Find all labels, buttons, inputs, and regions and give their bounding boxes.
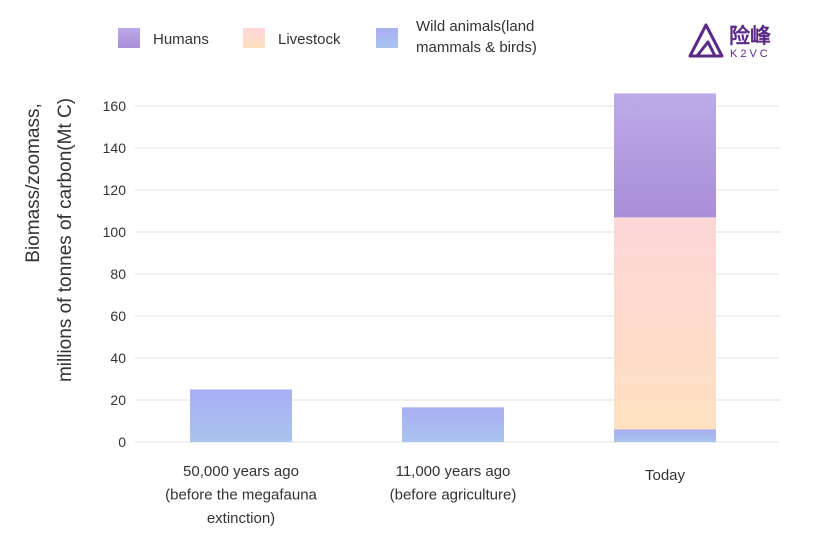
bar-wild-animals — [614, 429, 716, 442]
legend-livestock: Livestock — [243, 28, 341, 48]
bar-humans — [614, 93, 716, 218]
x-category-label: extinction) — [207, 510, 275, 527]
legend-swatch — [243, 28, 265, 48]
legend-wild-animals: Wild animals(land mammals & birds) — [376, 18, 537, 56]
y-tick-label: 0 — [118, 434, 126, 450]
legend-swatch — [118, 28, 140, 48]
bar-livestock — [614, 217, 716, 430]
y-tick-label: 100 — [103, 224, 127, 240]
legend: Humans Livestock Wild animals(land mammals … — [118, 18, 537, 56]
legend-humans: Humans — [118, 28, 209, 48]
x-category-label: Today — [645, 467, 686, 484]
legend-label: mammals & birds) — [416, 39, 537, 56]
logo-name-cn: 险峰 — [729, 24, 771, 48]
x-category-labels: 50,000 years ago (before the megafauna ext… — [165, 463, 685, 527]
y-tick-label: 140 — [103, 140, 127, 156]
y-tick-label: 60 — [110, 308, 126, 324]
legend-swatch — [376, 28, 398, 48]
y-tick-label: 40 — [110, 350, 126, 366]
y-axis-title-line-1: Biomass/zoomass, — [23, 103, 44, 262]
logo-name-en: K2VC — [730, 48, 771, 60]
y-tick-labels: 0 20 40 60 80 100 120 140 160 — [103, 98, 127, 450]
y-tick-label: 80 — [110, 266, 126, 282]
bars — [190, 93, 716, 442]
y-axis-title: Biomass/zoomass, millions of tonnes of c… — [23, 98, 76, 382]
bar-wild-animals — [190, 389, 292, 442]
legend-label: Livestock — [278, 31, 341, 48]
legend-label: Wild animals(land — [416, 18, 534, 35]
mountain-logo-icon — [688, 23, 724, 58]
bar-wild-animals — [402, 407, 504, 442]
y-tick-label: 120 — [103, 182, 127, 198]
y-axis-title-line-2: millions of tonnes of carbon(Mt C) — [55, 98, 76, 382]
x-category-label: 50,000 years ago — [183, 463, 299, 480]
legend-label: Humans — [153, 31, 209, 48]
x-category-label: 11,000 years ago — [396, 463, 511, 480]
x-category-label: (before the megafauna — [165, 487, 317, 504]
k2vc-logo: 险峰 K2VC — [688, 23, 771, 60]
y-tick-label: 20 — [110, 392, 126, 408]
y-tick-label: 160 — [103, 98, 127, 114]
x-category-label: (before agriculture) — [390, 487, 517, 504]
